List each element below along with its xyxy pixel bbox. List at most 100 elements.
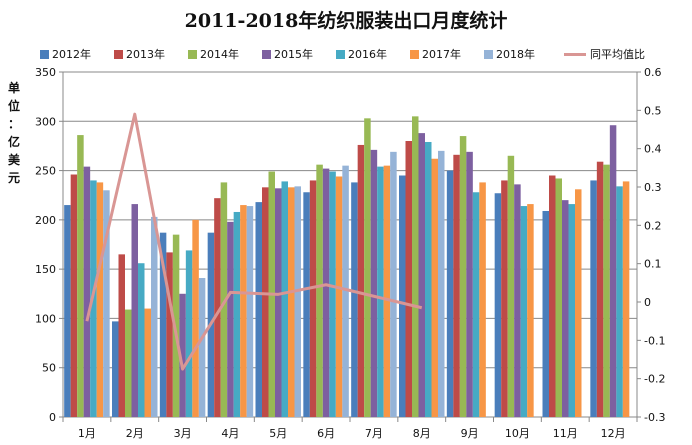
legend-swatch: [188, 50, 197, 59]
y2-axis-tick-label: 0.5: [644, 104, 662, 117]
series-2015年: [83, 125, 617, 418]
x-axis-tick-label: 3月: [174, 427, 192, 440]
bar: [453, 154, 460, 418]
legend: 2012年 2013年 2014年 2015年 2016年 2017年 2018年 同平均值比: [40, 47, 645, 61]
legend-item: 2016年: [336, 47, 387, 61]
bar: [294, 186, 301, 417]
legend-label: 同平均值比: [590, 48, 645, 61]
y2-axis-tick-label: -0.3: [644, 411, 665, 424]
svg-text:位: 位: [8, 98, 20, 113]
legend-item: 2013年: [114, 47, 165, 61]
bar: [342, 165, 349, 417]
bar: [262, 187, 269, 417]
bar: [179, 293, 186, 417]
y-axis-tick-label: 100: [35, 312, 56, 325]
bar: [151, 216, 158, 417]
y-axis-tick-label: 0: [49, 411, 56, 424]
y2-axis-tick-label: 0.6: [644, 66, 662, 79]
bar: [64, 205, 71, 417]
legend-item: 2012年: [40, 47, 91, 61]
bar: [562, 200, 569, 417]
bar: [198, 278, 206, 417]
bar: [103, 190, 110, 417]
bar: [494, 193, 502, 417]
x-axis-tick-label: 7月: [365, 427, 383, 440]
bar: [329, 171, 336, 417]
x-axis-tick-label: 12月: [601, 427, 626, 440]
bar: [399, 175, 406, 417]
x-axis-tick-label: 11月: [553, 427, 578, 440]
legend-label: 2015年: [274, 47, 313, 61]
legend-item: 同平均值比: [564, 48, 645, 61]
bar: [622, 181, 630, 417]
bar: [118, 254, 125, 417]
x-axis-tick-label: 4月: [221, 427, 239, 440]
legend-item: 2014年: [188, 47, 239, 61]
bar: [412, 116, 419, 417]
y2-axis-tick-label: 0.2: [644, 219, 662, 232]
legend-label: 2012年: [52, 47, 91, 61]
x-axis-tick-label: 10月: [505, 427, 530, 440]
y2-axis-tick-label: 0.3: [644, 181, 662, 194]
bar: [83, 166, 91, 417]
bar: [309, 180, 317, 417]
bar: [288, 187, 295, 417]
bar: [446, 170, 454, 417]
bar: [281, 181, 288, 417]
series-2018年: [103, 150, 445, 418]
bar: [77, 135, 84, 418]
bar: [70, 174, 78, 417]
x-axis-tick-label: 5月: [269, 427, 287, 440]
svg-text:亿: 亿: [8, 134, 20, 149]
y-axis-tick-label: 350: [35, 66, 56, 79]
bar: [542, 210, 549, 417]
bar: [240, 205, 247, 417]
bar: [520, 206, 528, 417]
bar: [418, 133, 425, 417]
bar: [316, 164, 323, 417]
bar: [466, 151, 473, 418]
bar: [575, 189, 582, 417]
bar: [514, 184, 521, 417]
y-axis-tick-label: 250: [35, 165, 56, 178]
bar: [555, 178, 562, 417]
bar: [192, 219, 199, 417]
bar: [438, 150, 445, 417]
bar: [479, 182, 486, 417]
x-axis-tick-label: 8月: [413, 427, 431, 440]
bar: [527, 204, 534, 417]
bar: [159, 232, 167, 417]
bar: [616, 186, 623, 417]
legend-label: 2018年: [496, 47, 535, 61]
bar: [131, 204, 138, 417]
legend-swatch: [40, 50, 49, 59]
bar: [357, 144, 365, 417]
bar: [549, 175, 556, 417]
y-axis-tick-label: 150: [35, 263, 56, 276]
bar: [255, 202, 262, 417]
svg-text:：: ：: [8, 117, 20, 131]
bar: [233, 211, 241, 417]
svg-text:单: 单: [8, 80, 20, 95]
bar: [603, 164, 610, 417]
line-series-同平均值比: [85, 112, 423, 371]
bar: [568, 204, 575, 417]
legend-label: 2017年: [422, 47, 461, 61]
x-axis-tick-label: 9月: [461, 427, 479, 440]
bar: [112, 321, 119, 417]
bar: [303, 192, 310, 417]
bar: [166, 252, 173, 417]
y-axis-tick-label: 300: [35, 115, 56, 128]
series-2013年: [70, 141, 604, 418]
y2-axis-tick-label: -0.2: [644, 373, 665, 386]
bar: [172, 234, 180, 417]
bar: [275, 188, 282, 417]
bar: [96, 182, 104, 417]
x-axis-tick-label: 6月: [317, 427, 335, 440]
y2-axis-tick-label: 0.1: [644, 258, 662, 271]
bar: [351, 182, 358, 417]
legend-swatch: [410, 50, 419, 59]
legend-item: 2018年: [484, 47, 535, 61]
legend-swatch: [114, 50, 123, 59]
